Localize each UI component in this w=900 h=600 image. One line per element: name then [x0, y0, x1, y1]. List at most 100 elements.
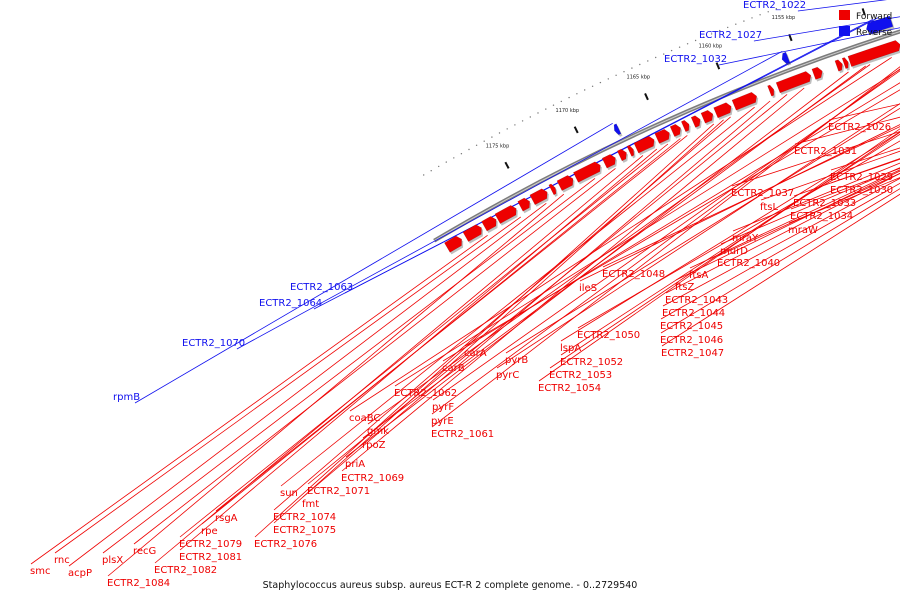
label-leader: [431, 66, 900, 428]
forward-gene: [548, 183, 557, 196]
label-leader: [341, 87, 805, 472]
label-leader: [720, 167, 900, 245]
forward-gene-label: ECTR2_1048: [602, 269, 665, 280]
forward-gene-label: gmk: [367, 426, 389, 437]
scale-dot: [751, 17, 753, 19]
label-leader: [797, 0, 888, 12]
legend-reverse-label: Reverse: [856, 28, 893, 38]
scale-dot: [783, 5, 786, 7]
forward-gene: [775, 71, 812, 94]
legend-reverse-swatch: [839, 26, 850, 36]
forward-gene-label: ECTR2_1075: [273, 525, 336, 536]
scale-dot: [767, 11, 769, 13]
scale-dot: [599, 81, 602, 84]
forward-gene-label: murD: [720, 246, 748, 257]
scale-dot: [686, 43, 689, 45]
label-leader: [731, 131, 900, 187]
label-leader: [753, 16, 900, 42]
scale-dot: [639, 63, 641, 66]
label-leader: [496, 103, 900, 369]
scale-dot: [710, 33, 713, 35]
label-leader: [273, 119, 724, 524]
forward-gene: [713, 102, 732, 119]
forward-gene-label: ECTR2_1074: [273, 512, 336, 523]
forward-gene-label: ECTR2_1050: [577, 330, 640, 341]
forward-gene: [633, 135, 655, 154]
forward-gene: [681, 120, 690, 132]
scale-dot: [483, 140, 485, 142]
forward-gene-label: ECTR2_1034: [790, 211, 853, 222]
forward-gene-label: ftsL: [760, 202, 778, 213]
forward-gene-label: ECTR2_1062: [394, 388, 457, 399]
forward-gene: [517, 197, 530, 212]
forward-gene-label: ileS: [579, 283, 597, 294]
label-leaders: [30, 0, 900, 577]
label-leader: [660, 182, 900, 320]
forward-gene-label: ECTR2_1054: [538, 383, 601, 394]
forward-gene-label: fmt: [302, 499, 319, 510]
forward-gene: [690, 115, 701, 128]
label-leader: [134, 122, 613, 404]
scale-tick-label: 1175 kbp: [486, 144, 510, 150]
scale-dot: [663, 53, 665, 55]
label-leader: [689, 169, 900, 269]
scale-dot: [423, 174, 425, 176]
label-leader: [273, 116, 731, 511]
scale-dot: [655, 56, 657, 59]
forward-gene: [654, 129, 670, 144]
forward-gene-label: ECTR2_1047: [661, 348, 724, 359]
label-leader: [602, 126, 900, 268]
reverse-gene: [613, 123, 622, 136]
scale-dot: [445, 161, 447, 163]
label-leader: [154, 155, 644, 564]
scale-dot: [430, 170, 432, 172]
scale-dot: [560, 100, 562, 103]
forward-gene-label: coaBC: [349, 413, 380, 424]
label-leader: [179, 148, 658, 551]
forward-gene-label: pyrF: [432, 402, 454, 413]
scale-dot: [460, 153, 463, 155]
legend-forward-label: Forward: [856, 12, 892, 22]
label-leader: [102, 178, 596, 554]
backbone-highlight: [433, 31, 900, 242]
forward-gene: [731, 91, 757, 111]
forward-gene-label: ECTR2_1071: [307, 486, 370, 497]
label-leader: [201, 138, 681, 525]
forward-gene: [617, 148, 627, 162]
forward-gene: [556, 175, 574, 191]
forward-gene: [700, 110, 714, 124]
scale-tick: [644, 92, 649, 101]
forward-gene-label: lspA: [560, 343, 581, 354]
forward-gene-label: priA: [345, 459, 365, 470]
forward-gene-label: ECTR2_1045: [660, 321, 723, 332]
scale-dot: [775, 8, 777, 10]
reverse-gene-label: ECTR2_1027: [699, 30, 762, 41]
forward-gene-label: ECTR2_1081: [179, 552, 242, 563]
scale-dot: [529, 116, 531, 118]
scale-tick-label: 1165 kbp: [627, 74, 651, 80]
forward-gene-label: mraY: [732, 233, 759, 244]
forward-gene: [834, 59, 843, 72]
forward-gene-label: ECTR2_1030: [830, 185, 893, 196]
label-leader: [236, 50, 783, 350]
forward-gene-label: plsX: [102, 555, 123, 566]
label-leader: [662, 177, 900, 307]
forward-gene-label: rsgA: [215, 513, 238, 524]
scale-dot: [759, 14, 761, 16]
scale-dot: [514, 124, 516, 126]
label-leader: [362, 65, 866, 439]
scale-dot: [678, 46, 681, 48]
scale-dot: [545, 108, 547, 110]
reverse-gene-label: ECTR2_1064: [259, 298, 322, 309]
label-leader: [280, 106, 755, 487]
scale-dot: [735, 23, 737, 25]
forward-gene-label: ftsA: [689, 270, 708, 281]
forward-genes: [444, 40, 900, 255]
forward-gene: [444, 235, 462, 253]
forward-gene-label: pyrE: [431, 416, 454, 427]
forward-gene-label: ECTR2_1033: [793, 198, 856, 209]
scale-dot: [647, 60, 649, 62]
label-leader: [661, 193, 900, 347]
scale-dot: [468, 148, 470, 151]
